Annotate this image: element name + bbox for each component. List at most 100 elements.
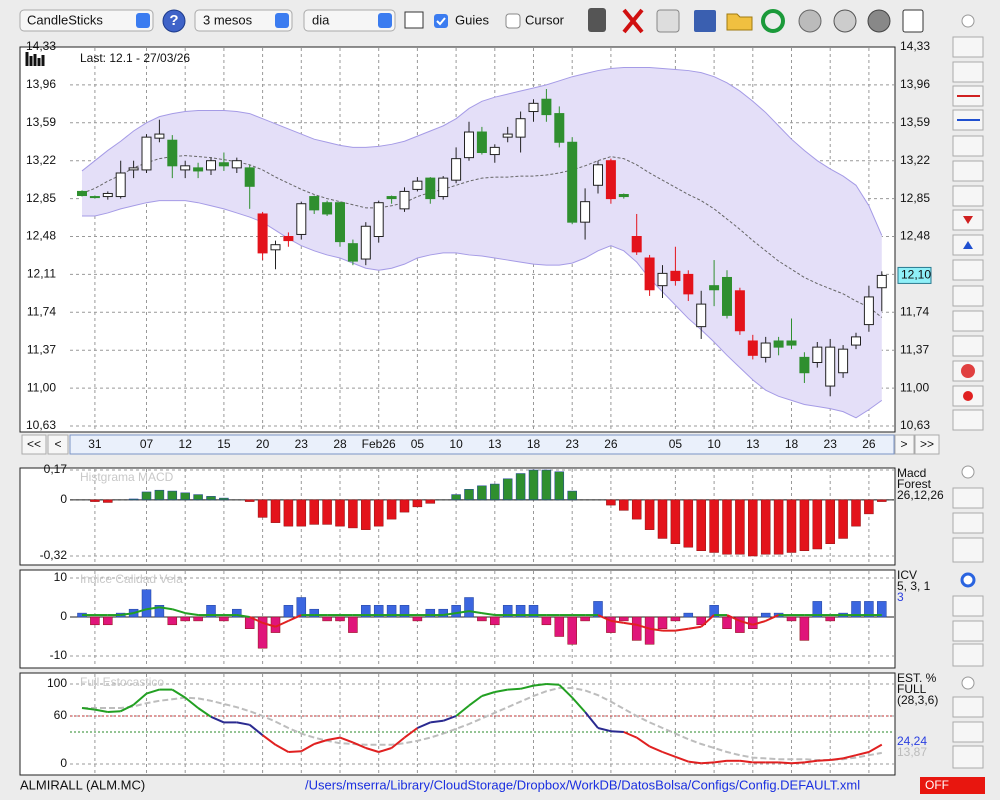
- curve-tool[interactable]: [952, 643, 984, 667]
- trash-button[interactable]: [588, 8, 606, 32]
- bar: [580, 616, 590, 622]
- bar: [735, 616, 745, 633]
- bar: [554, 616, 565, 637]
- candle-body: [283, 236, 294, 242]
- lines-tool[interactable]: [952, 620, 984, 642]
- refresh-button[interactable]: [761, 9, 785, 33]
- chart-type-select[interactable]: [19, 9, 154, 32]
- calendar-button[interactable]: [902, 9, 924, 33]
- k-segment: [507, 687, 521, 691]
- bar: [477, 616, 487, 622]
- bar: [554, 471, 565, 501]
- bar: [644, 499, 655, 530]
- next-label: >: [900, 437, 907, 451]
- k-segment: [649, 745, 663, 753]
- side-tools: [952, 14, 984, 769]
- guides-icon[interactable]: [404, 11, 424, 29]
- tool-icon: [963, 216, 973, 224]
- guides-checkbox[interactable]: [434, 14, 448, 28]
- candle-body: [373, 202, 384, 237]
- k-segment: [197, 707, 212, 718]
- y-tick-label-right: 11,37: [900, 342, 929, 356]
- y-tick-label-right: 13,59: [900, 115, 930, 129]
- bar: [283, 605, 294, 618]
- signal-segment: [675, 627, 689, 632]
- candle-body: [206, 160, 216, 171]
- chart-title: Last: 12.1 - 27/03/26: [80, 51, 190, 65]
- chart-tool[interactable]: [952, 61, 984, 83]
- bar: [670, 499, 681, 544]
- print-button[interactable]: [656, 9, 680, 33]
- radio[interactable]: [961, 676, 975, 690]
- x-tick-label: 13: [746, 437, 760, 451]
- help-button[interactable]: [162, 9, 186, 33]
- interval-select[interactable]: [303, 9, 396, 32]
- last-button[interactable]: [914, 434, 940, 455]
- settings-button[interactable]: [867, 9, 891, 33]
- signals-tool[interactable]: [952, 696, 984, 718]
- sum-tool[interactable]: [952, 185, 984, 207]
- bar: [193, 616, 203, 622]
- bar: [812, 499, 823, 550]
- lines-tool[interactable]: [952, 285, 984, 307]
- bar: [257, 616, 268, 649]
- delete-button[interactable]: [622, 8, 644, 34]
- candle-body: [476, 131, 487, 154]
- k-segment: [403, 727, 418, 739]
- tool-icon: [963, 241, 973, 249]
- radio-selected[interactable]: [960, 572, 976, 588]
- select-arrow: [275, 13, 289, 28]
- signal-segment: [133, 608, 147, 615]
- channel-tool[interactable]: [952, 135, 984, 157]
- candle-body: [386, 196, 397, 200]
- radio[interactable]: [961, 14, 975, 28]
- x-tick-label: 31: [88, 437, 102, 451]
- signals-tool[interactable]: [952, 259, 984, 281]
- candle-body: [541, 98, 552, 116]
- interval: dia: [312, 12, 330, 27]
- candle-body: [322, 202, 333, 215]
- legend-text: Forest: [897, 477, 932, 491]
- bar: [361, 605, 371, 618]
- cursor-checkbox[interactable]: [505, 13, 521, 29]
- bar: [348, 499, 358, 529]
- zoom-tool[interactable]: [952, 36, 984, 58]
- candle-body: [747, 340, 758, 356]
- save-button[interactable]: [694, 10, 716, 32]
- guides-label: Guies: [455, 12, 489, 27]
- bar: [786, 499, 797, 553]
- y-tick-label: 0: [60, 492, 67, 506]
- bar: [90, 616, 100, 626]
- candle-body: [180, 165, 191, 171]
- period-select[interactable]: [194, 9, 293, 32]
- curve-tool[interactable]: [952, 537, 984, 563]
- bar: [490, 483, 500, 501]
- bar: [760, 499, 771, 555]
- radio[interactable]: [961, 465, 975, 479]
- sync-button[interactable]: [798, 9, 822, 33]
- swap-tool[interactable]: [952, 409, 984, 431]
- signals-tool[interactable]: [952, 595, 984, 617]
- prev-button[interactable]: [47, 434, 69, 455]
- bar: [464, 489, 474, 501]
- open-button[interactable]: [726, 13, 753, 31]
- lines-tool[interactable]: [952, 512, 984, 534]
- y-tick-label-right: 12,85: [900, 191, 930, 205]
- off-indicator[interactable]: [920, 777, 985, 794]
- signals-tool[interactable]: [952, 487, 984, 509]
- k-segment: [339, 736, 354, 744]
- signal-segment: [159, 606, 173, 611]
- next-button[interactable]: [894, 434, 915, 455]
- lines-tool[interactable]: [952, 721, 984, 743]
- trend-tool[interactable]: [952, 160, 984, 182]
- currency-button[interactable]: [833, 9, 857, 33]
- candle-body: [128, 167, 139, 171]
- scale-tool[interactable]: [952, 310, 984, 332]
- first-button[interactable]: [21, 434, 47, 455]
- x-tick-label: 12: [179, 437, 193, 451]
- curve-tool[interactable]: [952, 745, 984, 769]
- bar: [644, 616, 655, 645]
- bar: [451, 605, 461, 618]
- k-segment: [275, 743, 289, 753]
- percent-tool[interactable]: [952, 335, 984, 357]
